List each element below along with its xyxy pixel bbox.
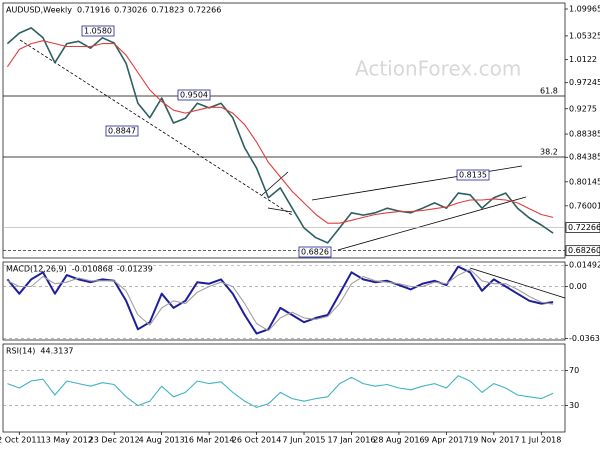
- y-tick-label: 1.05325: [569, 31, 600, 40]
- annotation-box: [456, 169, 490, 181]
- readout-value: -0.010868: [72, 265, 113, 274]
- annotation-box: [81, 25, 115, 37]
- x-tick-label: 13 May 2012: [41, 436, 93, 445]
- y-tick-label: 0.84385: [569, 153, 600, 162]
- x-tick-label: 28 Aug 2016: [373, 436, 424, 445]
- annotation: 1.0580: [84, 27, 112, 36]
- y-tick-label: 0.97245: [569, 78, 600, 87]
- y-tick-label: 30: [569, 401, 579, 410]
- last-price-box: [565, 222, 600, 233]
- series-line: [6, 27, 554, 244]
- watermark: ActionForex.com: [355, 57, 521, 81]
- annotation-box: [105, 125, 139, 137]
- fib-label: 61.8: [540, 87, 558, 96]
- x-tick-label: 26 Oct 2014: [232, 436, 281, 445]
- last-price-label: 0.72266: [568, 223, 600, 232]
- readout-value: 0.71823: [151, 6, 184, 15]
- support-box: [565, 245, 600, 257]
- y-tick-label: -0.036389: [569, 334, 600, 343]
- y-tick-label: 1.0122: [569, 55, 597, 64]
- y-tick-label: 70: [569, 366, 579, 375]
- annotation: 0.6826: [301, 248, 329, 257]
- annotation: 0.8135: [459, 171, 487, 180]
- macd-frame: [2, 261, 566, 341]
- series-line: [7, 268, 554, 332]
- readout-value: 0.71916: [77, 6, 110, 15]
- y-tick-label: 0.9275: [569, 104, 597, 113]
- readout-value: 0.73026: [114, 6, 147, 15]
- y-tick-label: 0.76001: [569, 201, 600, 210]
- panel-title: AUDUSD,Weekly: [6, 6, 72, 15]
- y-tick-label: 1.09965: [569, 4, 600, 13]
- readout-value: 0.72266: [188, 6, 221, 15]
- readout-value: 44.3137: [40, 347, 73, 356]
- trend-line: [19, 39, 293, 216]
- x-tick-label: 16 Mar 2014: [184, 436, 235, 445]
- annotation: 0.8847: [108, 127, 136, 136]
- y-tick-label: 0.80145: [569, 177, 600, 186]
- x-tick-label: 23 Dec 2012: [89, 436, 140, 445]
- panel-title: MACD(12,26,9): [6, 265, 67, 274]
- fib-label: 38.2: [540, 148, 558, 157]
- y-tick-label: 0.88385: [569, 130, 600, 139]
- x-tick-label: 1 Jul 2018: [521, 436, 561, 445]
- x-tick-label: 2 Oct 2011: [0, 436, 41, 445]
- readout-value: -0.01239: [117, 265, 153, 274]
- x-tick-label: 7 Jun 2015: [282, 436, 325, 445]
- series-line: [7, 375, 554, 408]
- price-frame: [2, 2, 566, 259]
- series-line: [6, 40, 554, 224]
- annotation: 0.9504: [180, 91, 208, 100]
- channel-line: [337, 196, 527, 251]
- y-tick-label: 0.014925: [569, 261, 600, 270]
- annotation-box: [298, 246, 332, 258]
- trend-line: [267, 207, 293, 213]
- annotation-box: [177, 89, 211, 101]
- y-tick-label: 0.00: [569, 282, 587, 291]
- support-label: 0.68260: [568, 246, 600, 255]
- x-tick-label: 19 Nov 2017: [468, 436, 519, 445]
- macd-trend-line: [469, 267, 566, 299]
- panel-title: RSI(14): [6, 347, 35, 356]
- rsi-frame: [2, 343, 566, 433]
- x-tick-label: 17 Jan 2016: [327, 436, 375, 445]
- x-tick-label: 9 Apr 2017: [424, 436, 468, 445]
- x-tick-label: 4 Aug 2013: [139, 436, 185, 445]
